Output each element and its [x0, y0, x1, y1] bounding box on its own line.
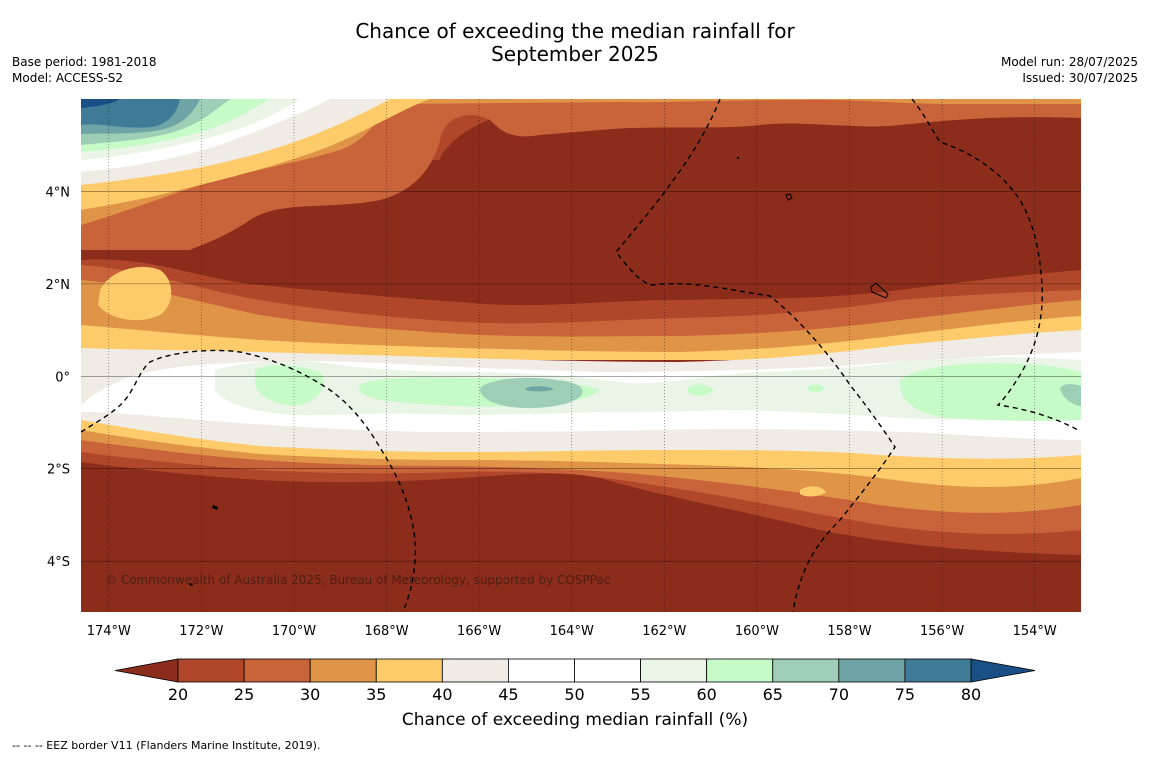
meta-right: Model run: 28/07/2025 Issued: 30/07/2025	[1001, 54, 1138, 86]
colorbar-segment	[375, 658, 443, 683]
band-n-35b	[81, 280, 1081, 352]
colorbar-tick-label: 45	[498, 685, 518, 704]
colorbar-segment	[243, 658, 311, 683]
lon-tick-label: 168°W	[364, 624, 408, 639]
lat-tick-label: 4°N	[46, 185, 71, 200]
colorbar-segment	[574, 658, 641, 683]
band-eq-70	[526, 386, 554, 392]
lon-tick-label: 158°W	[827, 624, 871, 639]
island-2	[870, 282, 889, 299]
colorbar-tick-label: 65	[763, 685, 783, 704]
island-3	[212, 505, 218, 510]
island-4	[737, 157, 739, 159]
model-run: Model run: 28/07/2025	[1000, 55, 1138, 69]
colorbar-tick-label: 35	[366, 685, 386, 704]
colorbar-over-arrow	[970, 658, 1036, 683]
colorbar-segment	[706, 658, 774, 683]
lat-tick-label: 2°S	[47, 463, 70, 478]
contour-field: © Commonwealth of Australia 2025, Bureau…	[81, 99, 1081, 612]
colorbar-label: Chance of exceeding median rainfall (%)	[401, 710, 749, 730]
base-period: Base period: 1981-2018	[12, 55, 157, 69]
colorbar-segment	[441, 658, 509, 683]
lon-tick-label: 174°W	[87, 624, 131, 639]
colorbar-segment	[904, 658, 972, 683]
island-1	[785, 193, 793, 201]
lat-tick-label: 2°N	[46, 278, 71, 293]
band-north-over	[81, 99, 120, 108]
lon-tick-label: 162°W	[642, 624, 686, 639]
band-eq-65	[480, 377, 583, 409]
eez-border-northeast	[911, 99, 1079, 431]
colorbar-tick-label: 20	[168, 685, 188, 704]
gridlines	[81, 99, 1081, 612]
colorbar-tick-label: 50	[564, 685, 584, 704]
latitude-labels: 4°N 2°N 0° 2°S 4°S	[46, 185, 71, 570]
eez-border-west	[81, 349, 417, 612]
band-eq-60e	[808, 384, 825, 393]
colorbar-tick-label: 30	[300, 685, 320, 704]
lon-tick-label: 160°W	[735, 624, 779, 639]
eez-border-east	[615, 99, 896, 612]
band-north-80	[81, 99, 180, 128]
colorbar-segment	[508, 658, 575, 683]
colorbar-tick-label: 40	[432, 685, 452, 704]
colorbar-tick-label: 60	[696, 685, 716, 704]
colorbar-tick-label: 75	[895, 685, 915, 704]
colorbar-tick-label: 70	[829, 685, 849, 704]
band-eq-55	[215, 357, 1081, 421]
colorbar-under-arrow	[114, 658, 179, 683]
lon-tick-label: 172°W	[179, 624, 223, 639]
lon-tick-label: 166°W	[457, 624, 501, 639]
lat-tick-label: 0°	[55, 370, 70, 385]
model-name: Model: ACCESS-S2	[12, 71, 124, 85]
eez-footnote: -- -- -- EEZ border V11 (Flanders Marine…	[12, 739, 321, 752]
band-s-under	[81, 462, 1081, 612]
band-s-blob-40	[800, 486, 826, 497]
colorbar-segment	[838, 658, 906, 683]
meta-left: Base period: 1981-2018 Model: ACCESS-S2	[12, 54, 157, 86]
colorbar-tick-label: 25	[234, 685, 254, 704]
lon-tick-label: 156°W	[920, 624, 964, 639]
lat-tick-label: 4°S	[47, 555, 70, 570]
colorbar-segment	[772, 658, 840, 683]
colorbar-segment	[309, 658, 377, 683]
lon-tick-label: 170°W	[272, 624, 316, 639]
colorbar-tick-label: 80	[961, 685, 981, 704]
lon-tick-label: 164°W	[550, 624, 594, 639]
colorbar-tick-label: 55	[630, 685, 650, 704]
title-line-1: Chance of exceeding the median rainfall …	[355, 19, 795, 43]
colorbar: 20 25 30 35 40 45 50 55 60 65 70 75 80	[114, 658, 1036, 704]
band-n-blob-40	[98, 266, 172, 321]
title-line-2: September 2025	[491, 42, 659, 66]
island-5	[189, 583, 193, 586]
lon-tick-label: 154°W	[1013, 624, 1057, 639]
longitude-labels: 174°W 172°W 170°W 168°W 166°W 164°W 162°W 160°W…	[87, 624, 1057, 639]
colorbar-segment	[640, 658, 708, 683]
band-n-40b	[81, 316, 1081, 360]
band-eq-60d	[688, 384, 714, 396]
band-eq-65b	[1060, 384, 1081, 406]
map-title: Chance of exceeding the median rainfall …	[0, 20, 1150, 66]
colorbar-segment	[177, 658, 245, 683]
copyright-notice: © Commonwealth of Australia 2025, Bureau…	[105, 573, 610, 587]
band-eq-60b	[899, 363, 1081, 421]
issued-date: Issued: 30/07/2025	[1022, 71, 1138, 85]
